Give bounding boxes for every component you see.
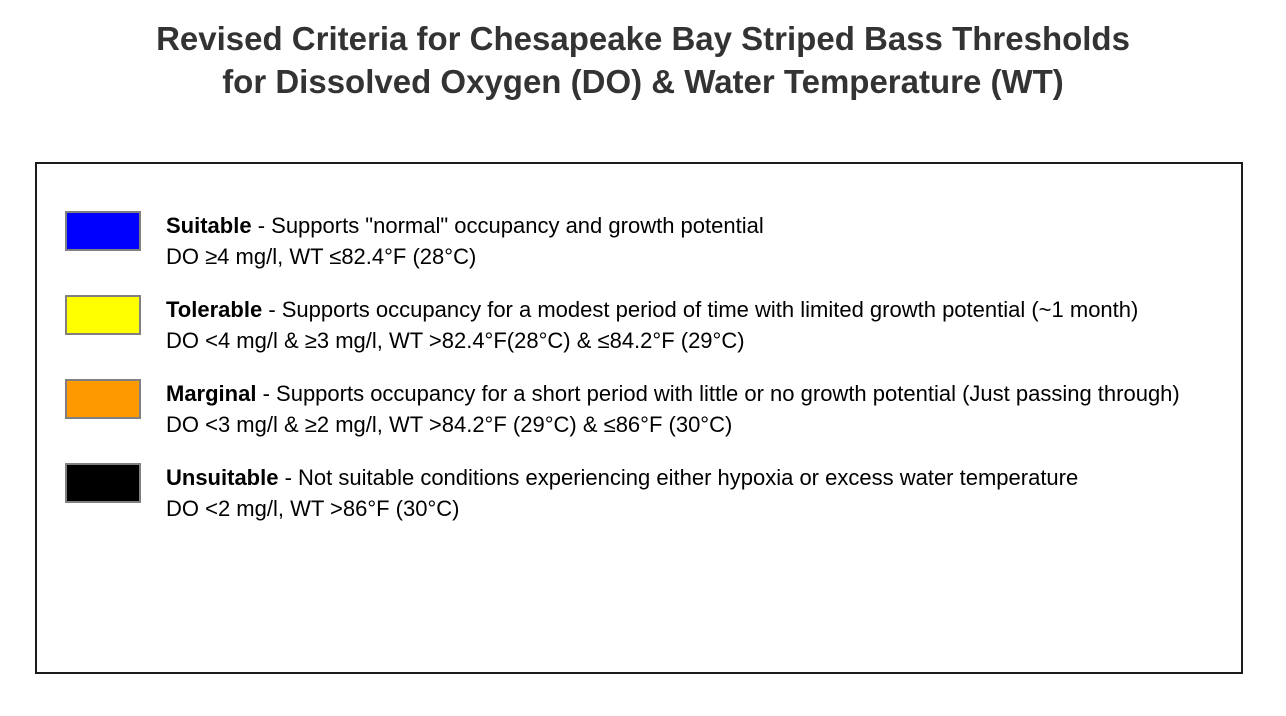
marginal-label: Marginal xyxy=(166,381,257,406)
unsuitable-description: - Not suitable conditions experiencing e… xyxy=(284,465,1079,490)
suitable-text: Suitable - Supports "normal" occupancy a… xyxy=(166,210,1224,272)
marginal-text: Marginal - Supports occupancy for a shor… xyxy=(166,378,1224,440)
tolerable-color-swatch xyxy=(65,295,141,335)
suitable-description: - Supports "normal" occupancy and growth… xyxy=(257,213,764,238)
suitable-label: Suitable xyxy=(166,213,252,238)
page-title: Revised Criteria for Chesapeake Bay Stri… xyxy=(0,0,1286,103)
tolerable-text: Tolerable - Supports occupancy for a mod… xyxy=(166,294,1224,356)
tolerable-description: - Supports occupancy for a modest period… xyxy=(268,297,1139,322)
page-title-line-1: Revised Criteria for Chesapeake Bay Stri… xyxy=(156,20,1130,57)
unsuitable-label: Unsuitable xyxy=(166,465,279,490)
suitable-color-swatch xyxy=(65,211,141,251)
marginal-criteria: DO <3 mg/l & ≥2 mg/l, WT >84.2°F (29°C) … xyxy=(166,412,733,437)
legend-entry-suitable: Suitable - Supports "normal" occupancy a… xyxy=(65,210,1241,272)
legend-entry-tolerable: Tolerable - Supports occupancy for a mod… xyxy=(65,294,1241,356)
marginal-color-swatch xyxy=(65,379,141,419)
marginal-description: - Supports occupancy for a short period … xyxy=(262,381,1180,406)
page-title-line-2: for Dissolved Oxygen (DO) & Water Temper… xyxy=(222,63,1064,100)
legend-entry-marginal: Marginal - Supports occupancy for a shor… xyxy=(65,378,1241,440)
legend-entry-unsuitable: Unsuitable - Not suitable conditions exp… xyxy=(65,462,1241,524)
suitable-criteria: DO ≥4 mg/l, WT ≤82.4°F (28°C) xyxy=(166,244,477,269)
legend-panel: Suitable - Supports "normal" occupancy a… xyxy=(35,162,1243,674)
unsuitable-criteria: DO <2 mg/l, WT >86°F (30°C) xyxy=(166,496,460,521)
tolerable-label: Tolerable xyxy=(166,297,263,322)
tolerable-criteria: DO <4 mg/l & ≥3 mg/l, WT >82.4°F(28°C) &… xyxy=(166,328,745,353)
unsuitable-color-swatch xyxy=(65,463,141,503)
unsuitable-text: Unsuitable - Not suitable conditions exp… xyxy=(166,462,1224,524)
